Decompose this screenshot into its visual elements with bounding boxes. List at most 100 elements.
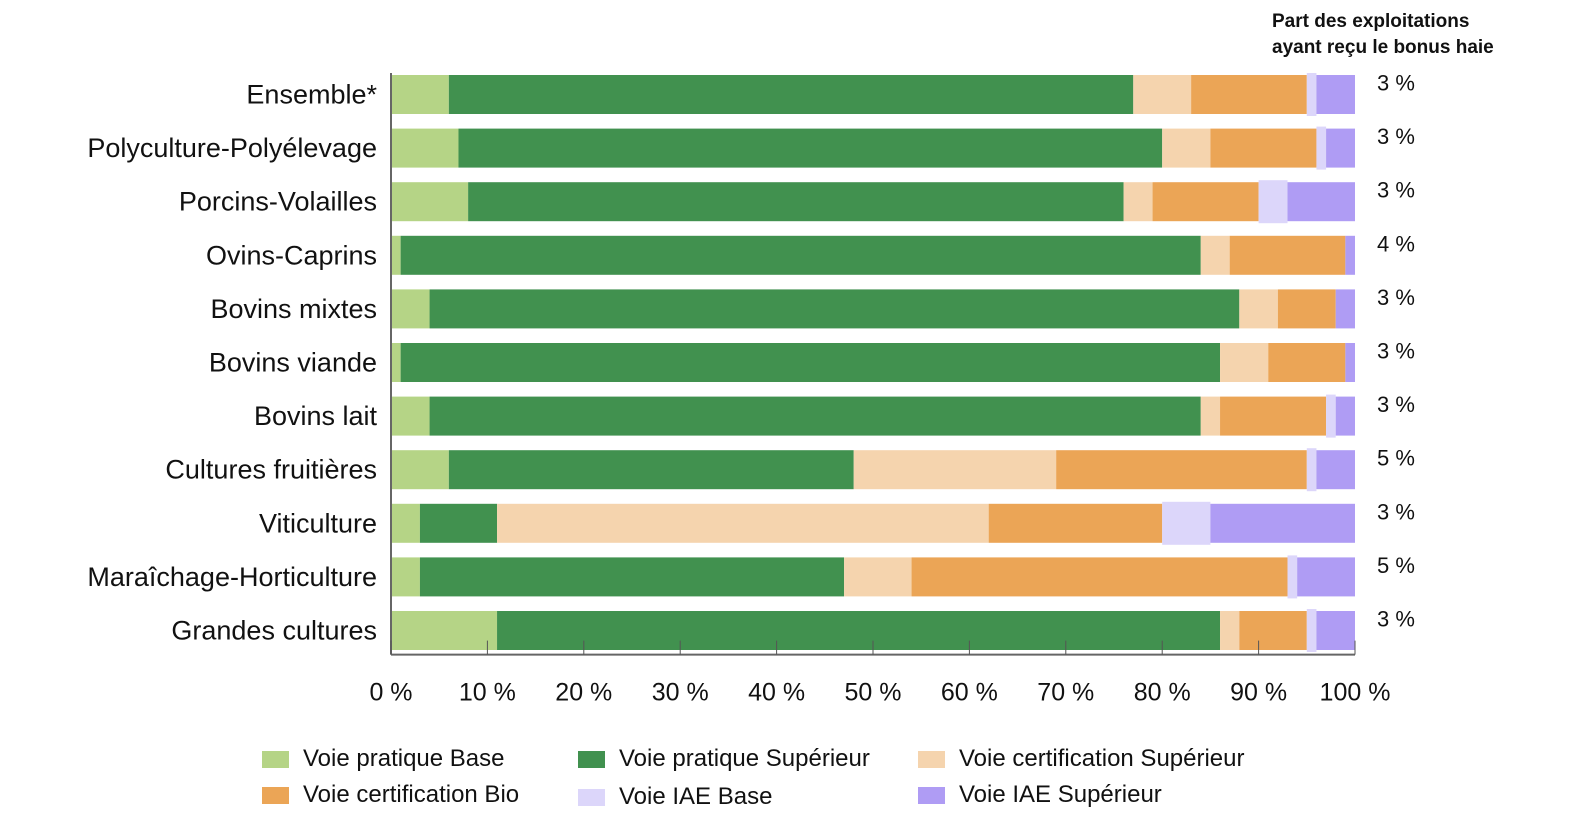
- bar-segment-voie-pratique-base: [391, 557, 420, 597]
- bar-segment-voie-certification-superieur: [1162, 128, 1211, 168]
- bar-segment-voie-pratique-base: [391, 182, 469, 222]
- bar-segment-voie-iae-superieur: [1316, 611, 1355, 650]
- legend-label: Voie pratique Supérieur: [619, 745, 870, 772]
- legend-item-voie-certification-superieur: Voie certification Supérieur: [918, 745, 1245, 773]
- bonus-share-label: 4 %: [1377, 231, 1415, 256]
- legend-item-voie-pratique-superieur: Voie pratique Supérieur: [578, 745, 870, 773]
- legend-item-voie-iae-base: Voie IAE Base: [578, 783, 772, 811]
- bar-segment-voie-pratique-superieur: [448, 450, 854, 490]
- category-label: Maraîchage-Horticulture: [87, 562, 377, 592]
- bonus-share-label: 5 %: [1377, 446, 1415, 471]
- legend-swatch: [918, 786, 945, 804]
- side-annotation-title-line-1: Part des exploitations: [1272, 11, 1469, 32]
- bar-segment-voie-iae-superieur: [1345, 235, 1355, 275]
- category-labels: Ensemble* Polyculture-Polyélevage Porcins-…: [87, 80, 377, 646]
- bar-segment-voie-certification-superieur: [1200, 235, 1230, 275]
- legend-item-voie-pratique-base: Voie pratique Base: [262, 745, 504, 773]
- bar-segment-voie-iae-superieur: [1335, 396, 1355, 436]
- bar-segment-voie-certification-bio: [1277, 289, 1336, 329]
- bonus-share-label: 3 %: [1377, 124, 1415, 149]
- bar-segment-voie-pratique-base: [391, 343, 401, 382]
- bar-segment-voie-certification-bio: [1229, 235, 1346, 275]
- category-label: Viticulture: [259, 508, 377, 538]
- x-tick-label: 30 %: [652, 679, 709, 707]
- bar-segment-voie-certification-bio: [1268, 343, 1346, 382]
- x-tick-label: 60 %: [941, 679, 998, 707]
- bar-segment-voie-iae-superieur: [1345, 343, 1355, 382]
- legend-label: Voie pratique Base: [303, 745, 505, 772]
- bar-segment-voie-iae-base: [1162, 501, 1211, 545]
- bar-segment-voie-certification-bio: [988, 503, 1163, 543]
- bar-segment-voie-certification-superieur: [853, 450, 1057, 490]
- legend-swatch: [262, 786, 289, 804]
- bonus-share-label: 3 %: [1377, 71, 1415, 96]
- bar-segment-voie-pratique-base: [391, 450, 449, 490]
- bar-segment-voie-pratique-superieur: [429, 289, 1240, 329]
- bars-layer: [391, 73, 1355, 652]
- bar-segment-voie-iae-superieur: [1326, 128, 1355, 168]
- bar-segment-voie-certification-superieur: [1220, 611, 1240, 650]
- bar-segment-voie-iae-superieur: [1316, 75, 1355, 114]
- bar-segment-voie-iae-superieur: [1335, 289, 1355, 329]
- bar-segment-voie-iae-base: [1316, 126, 1327, 170]
- bar-segment-voie-iae-base: [1326, 394, 1336, 438]
- bar-segment-voie-iae-superieur: [1210, 503, 1355, 543]
- bar-segment-voie-pratique-base: [391, 289, 430, 329]
- x-tick-label: 50 %: [845, 679, 902, 707]
- bar-segment-voie-pratique-superieur: [458, 128, 1163, 168]
- bar-segment-voie-iae-base: [1306, 609, 1317, 652]
- bar-segment-voie-pratique-superieur: [468, 182, 1124, 222]
- x-tick-label: 90 %: [1230, 679, 1287, 707]
- bar-segment-voie-pratique-superieur: [448, 75, 1134, 114]
- legend-label: Voie certification Bio: [303, 781, 520, 808]
- bar-segment-voie-pratique-superieur: [419, 557, 845, 597]
- category-label: Ovins-Caprins: [206, 240, 377, 270]
- bar-segment-voie-iae-base: [1306, 73, 1317, 116]
- bar-segment-voie-pratique-base: [391, 611, 498, 650]
- bar-segment-voie-pratique-base: [391, 128, 459, 168]
- category-label: Cultures fruitières: [165, 455, 377, 485]
- x-axis: 0 % 10 % 20 % 30 % 40 % 50 % 60 % 70 % 80 % 90 % 1…: [369, 73, 1390, 707]
- category-label: Bovins mixtes: [210, 294, 377, 324]
- bar-segment-voie-pratique-base: [391, 235, 401, 275]
- x-tick-label: 0 %: [369, 679, 412, 707]
- x-tick-label: 20 %: [555, 679, 612, 707]
- legend-swatch: [918, 750, 945, 768]
- bar-segment-voie-certification-bio: [1056, 450, 1307, 490]
- bar-segment-voie-pratique-superieur: [497, 611, 1221, 650]
- category-label: Grandes cultures: [171, 616, 377, 646]
- bar-segment-voie-pratique-base: [391, 503, 420, 543]
- bonus-share-label: 3 %: [1377, 178, 1415, 203]
- bar-segment-voie-iae-superieur: [1297, 557, 1355, 597]
- bar-segment-voie-iae-base: [1287, 555, 1298, 599]
- bonus-share-label: 3 %: [1377, 499, 1415, 524]
- bar-segment-voie-certification-bio: [1152, 182, 1259, 222]
- legend-item-voie-iae-superieur: Voie IAE Supérieur: [918, 781, 1162, 809]
- bar-segment-voie-iae-base: [1306, 448, 1317, 492]
- x-tick-label: 10 %: [459, 679, 516, 707]
- x-tick-label: 40 %: [748, 679, 805, 707]
- legend-swatch: [578, 750, 605, 768]
- bar-segment-voie-certification-superieur: [1133, 75, 1192, 114]
- bonus-share-label: 3 %: [1377, 607, 1415, 632]
- bar-segment-voie-certification-superieur: [497, 503, 989, 543]
- bonus-share-label: 5 %: [1377, 553, 1415, 578]
- legend: Voie pratique Base Voie pratique Supérie…: [262, 745, 1302, 815]
- legend-swatch: [262, 750, 289, 768]
- bar-segment-voie-iae-superieur: [1287, 182, 1355, 222]
- bar-segment-voie-pratique-superieur: [400, 235, 1201, 275]
- bar-segment-voie-pratique-superieur: [429, 396, 1201, 436]
- bonus-share-label: 3 %: [1377, 339, 1415, 364]
- legend-swatch: [578, 788, 605, 806]
- legend-label: Voie certification Supérieur: [959, 745, 1245, 772]
- category-label: Ensemble*: [246, 80, 377, 110]
- bar-segment-voie-iae-base: [1258, 180, 1288, 224]
- side-annotation-title-line-2: ayant reçu le bonus haie: [1272, 37, 1494, 58]
- bar-segment-voie-certification-superieur: [1123, 182, 1153, 222]
- category-label: Bovins lait: [254, 401, 378, 431]
- category-label: Porcins-Volailles: [179, 187, 377, 217]
- legend-label: Voie IAE Base: [619, 783, 773, 810]
- bar-segment-voie-certification-superieur: [1220, 343, 1269, 382]
- bar-segment-voie-certification-bio: [1191, 75, 1307, 114]
